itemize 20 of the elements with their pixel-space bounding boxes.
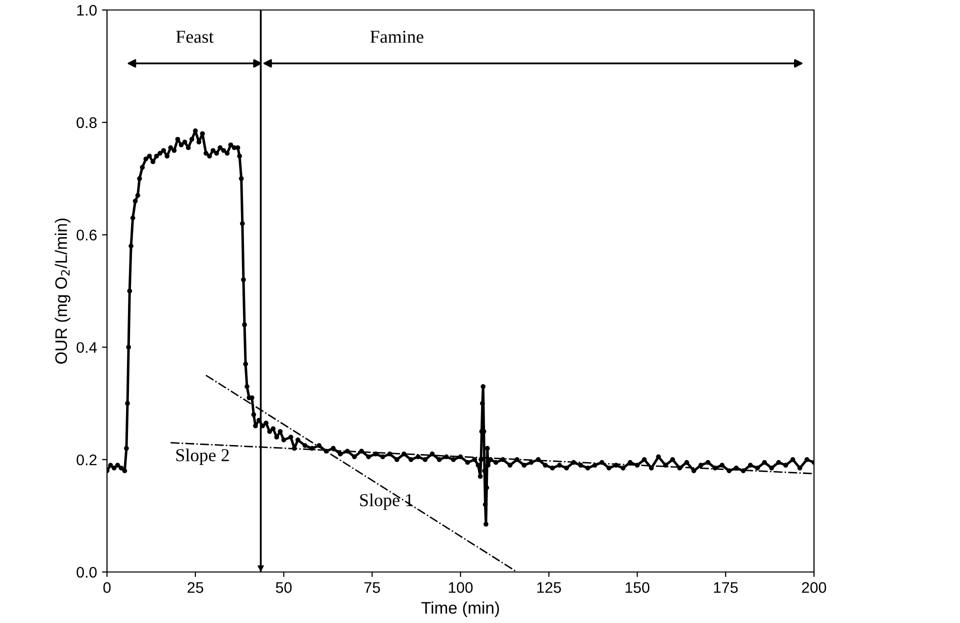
x-axis-title: Time (min) [421,602,499,618]
y-tick-label: 0.8 [76,117,97,128]
y-axis-title: OUR (mg O$_{2}$/L/min) [54,218,70,364]
x-tick-label: 175 [714,582,738,593]
annotation: Famine [370,30,424,43]
y-tick-label: 0.2 [76,454,97,466]
annotation: Slope 2 [176,448,229,465]
x-tick-label: 150 [626,582,650,593]
annotation: Feast [176,30,214,43]
x-tick-label: 200 [802,582,826,593]
x-tick-label: 75 [364,582,380,593]
x-tick-label: 125 [537,582,561,593]
y-tick-label: 0.0 [76,566,97,578]
x-tick-label: 25 [188,582,204,593]
x-tick-label: 100 [448,582,473,593]
x-tick-label: 0 [103,582,111,593]
y-tick-label: 0.4 [76,342,97,353]
y-tick-label: 1.0 [77,4,97,16]
x-tick-label: 50 [276,582,292,593]
y-tick-label: 0.6 [76,230,97,240]
